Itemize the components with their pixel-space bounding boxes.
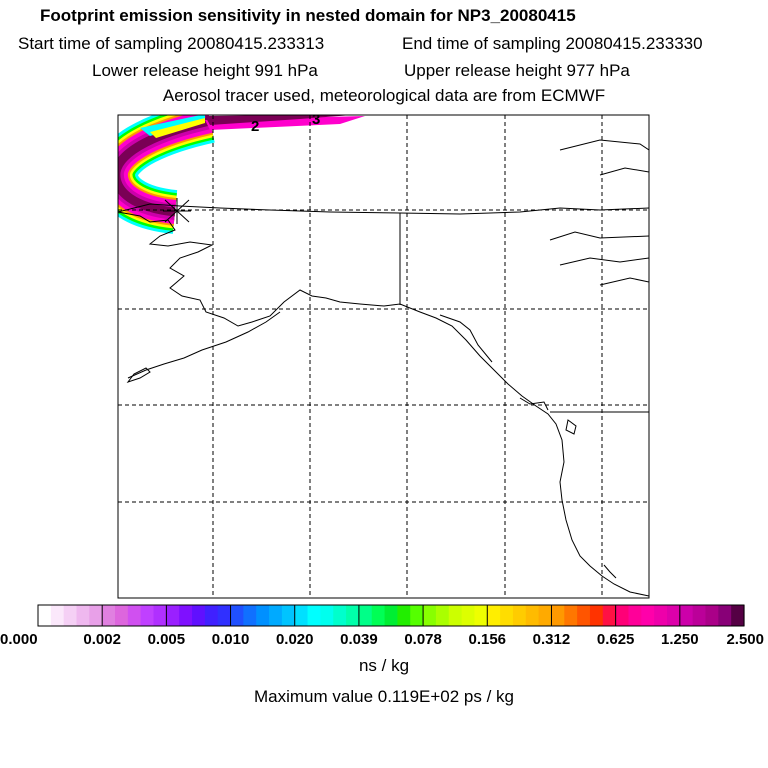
colorbar-tick-label: 0.312 [533, 631, 571, 648]
plume-top-yellow [150, 118, 205, 138]
coast-inside-passage [439, 314, 493, 363]
lower-height-label: Lower release height 991 hPa [92, 61, 318, 80]
plot-title: Footprint emission sensitivity in nested… [40, 6, 576, 25]
colorbar-tick-label: 0.010 [212, 631, 250, 648]
plume-top-core [205, 115, 352, 125]
colorbar-tick-label: 0.005 [148, 631, 186, 648]
coast-arctic-island-2 [599, 167, 649, 176]
coast-mainland [118, 211, 649, 597]
tracer-info-label: Aerosol tracer used, meteorological data… [162, 86, 606, 105]
footprint-plume [118, 115, 365, 234]
contour-label-2: 2 [251, 118, 259, 135]
coast-puget [565, 419, 577, 435]
coast-hudson [549, 231, 649, 241]
colorbar-tick-label: 0.625 [597, 631, 635, 648]
colorbar-tick-label: 2.500 [726, 631, 764, 648]
colorbar-tick-label: 0.020 [276, 631, 314, 648]
coast-arctic [118, 203, 649, 215]
colorbar-tick-label: 0.000 [0, 631, 38, 648]
coast-island [126, 367, 151, 383]
colorbar-tick-label: 0.039 [340, 631, 378, 648]
coast-south [603, 564, 617, 579]
coast-hudson-3 [599, 277, 649, 286]
map-frame [117, 114, 650, 599]
map-background [118, 115, 649, 598]
upper-height-label: Upper release height 977 hPa [404, 61, 630, 80]
coast-arctic-island-1 [559, 139, 649, 151]
coast-hudson-2 [559, 257, 649, 266]
colorbar-tick-label: 1.250 [661, 631, 699, 648]
coastlines [118, 139, 649, 597]
colorbar-tick-label: 0.078 [404, 631, 442, 648]
start-time-label: Start time of sampling 20080415.233313 [18, 34, 325, 53]
colorbar-tick-label: 0.002 [83, 631, 121, 648]
maximum-value-label: Maximum value 0.119E+02 ps / kg [253, 687, 514, 706]
graticule [118, 115, 649, 598]
contour-label-3: 3 [312, 111, 320, 128]
colorbar-tick-label: 0.156 [468, 631, 506, 648]
colorbar-unit-label: ns / kg [358, 656, 410, 675]
receptor-cross-icon [163, 198, 191, 224]
coast-peninsula [127, 311, 281, 379]
end-time-label: End time of sampling 20080415.233330 [402, 34, 703, 53]
map-panel: 2 3 [117, 111, 650, 599]
coast-vancouver [519, 397, 549, 411]
